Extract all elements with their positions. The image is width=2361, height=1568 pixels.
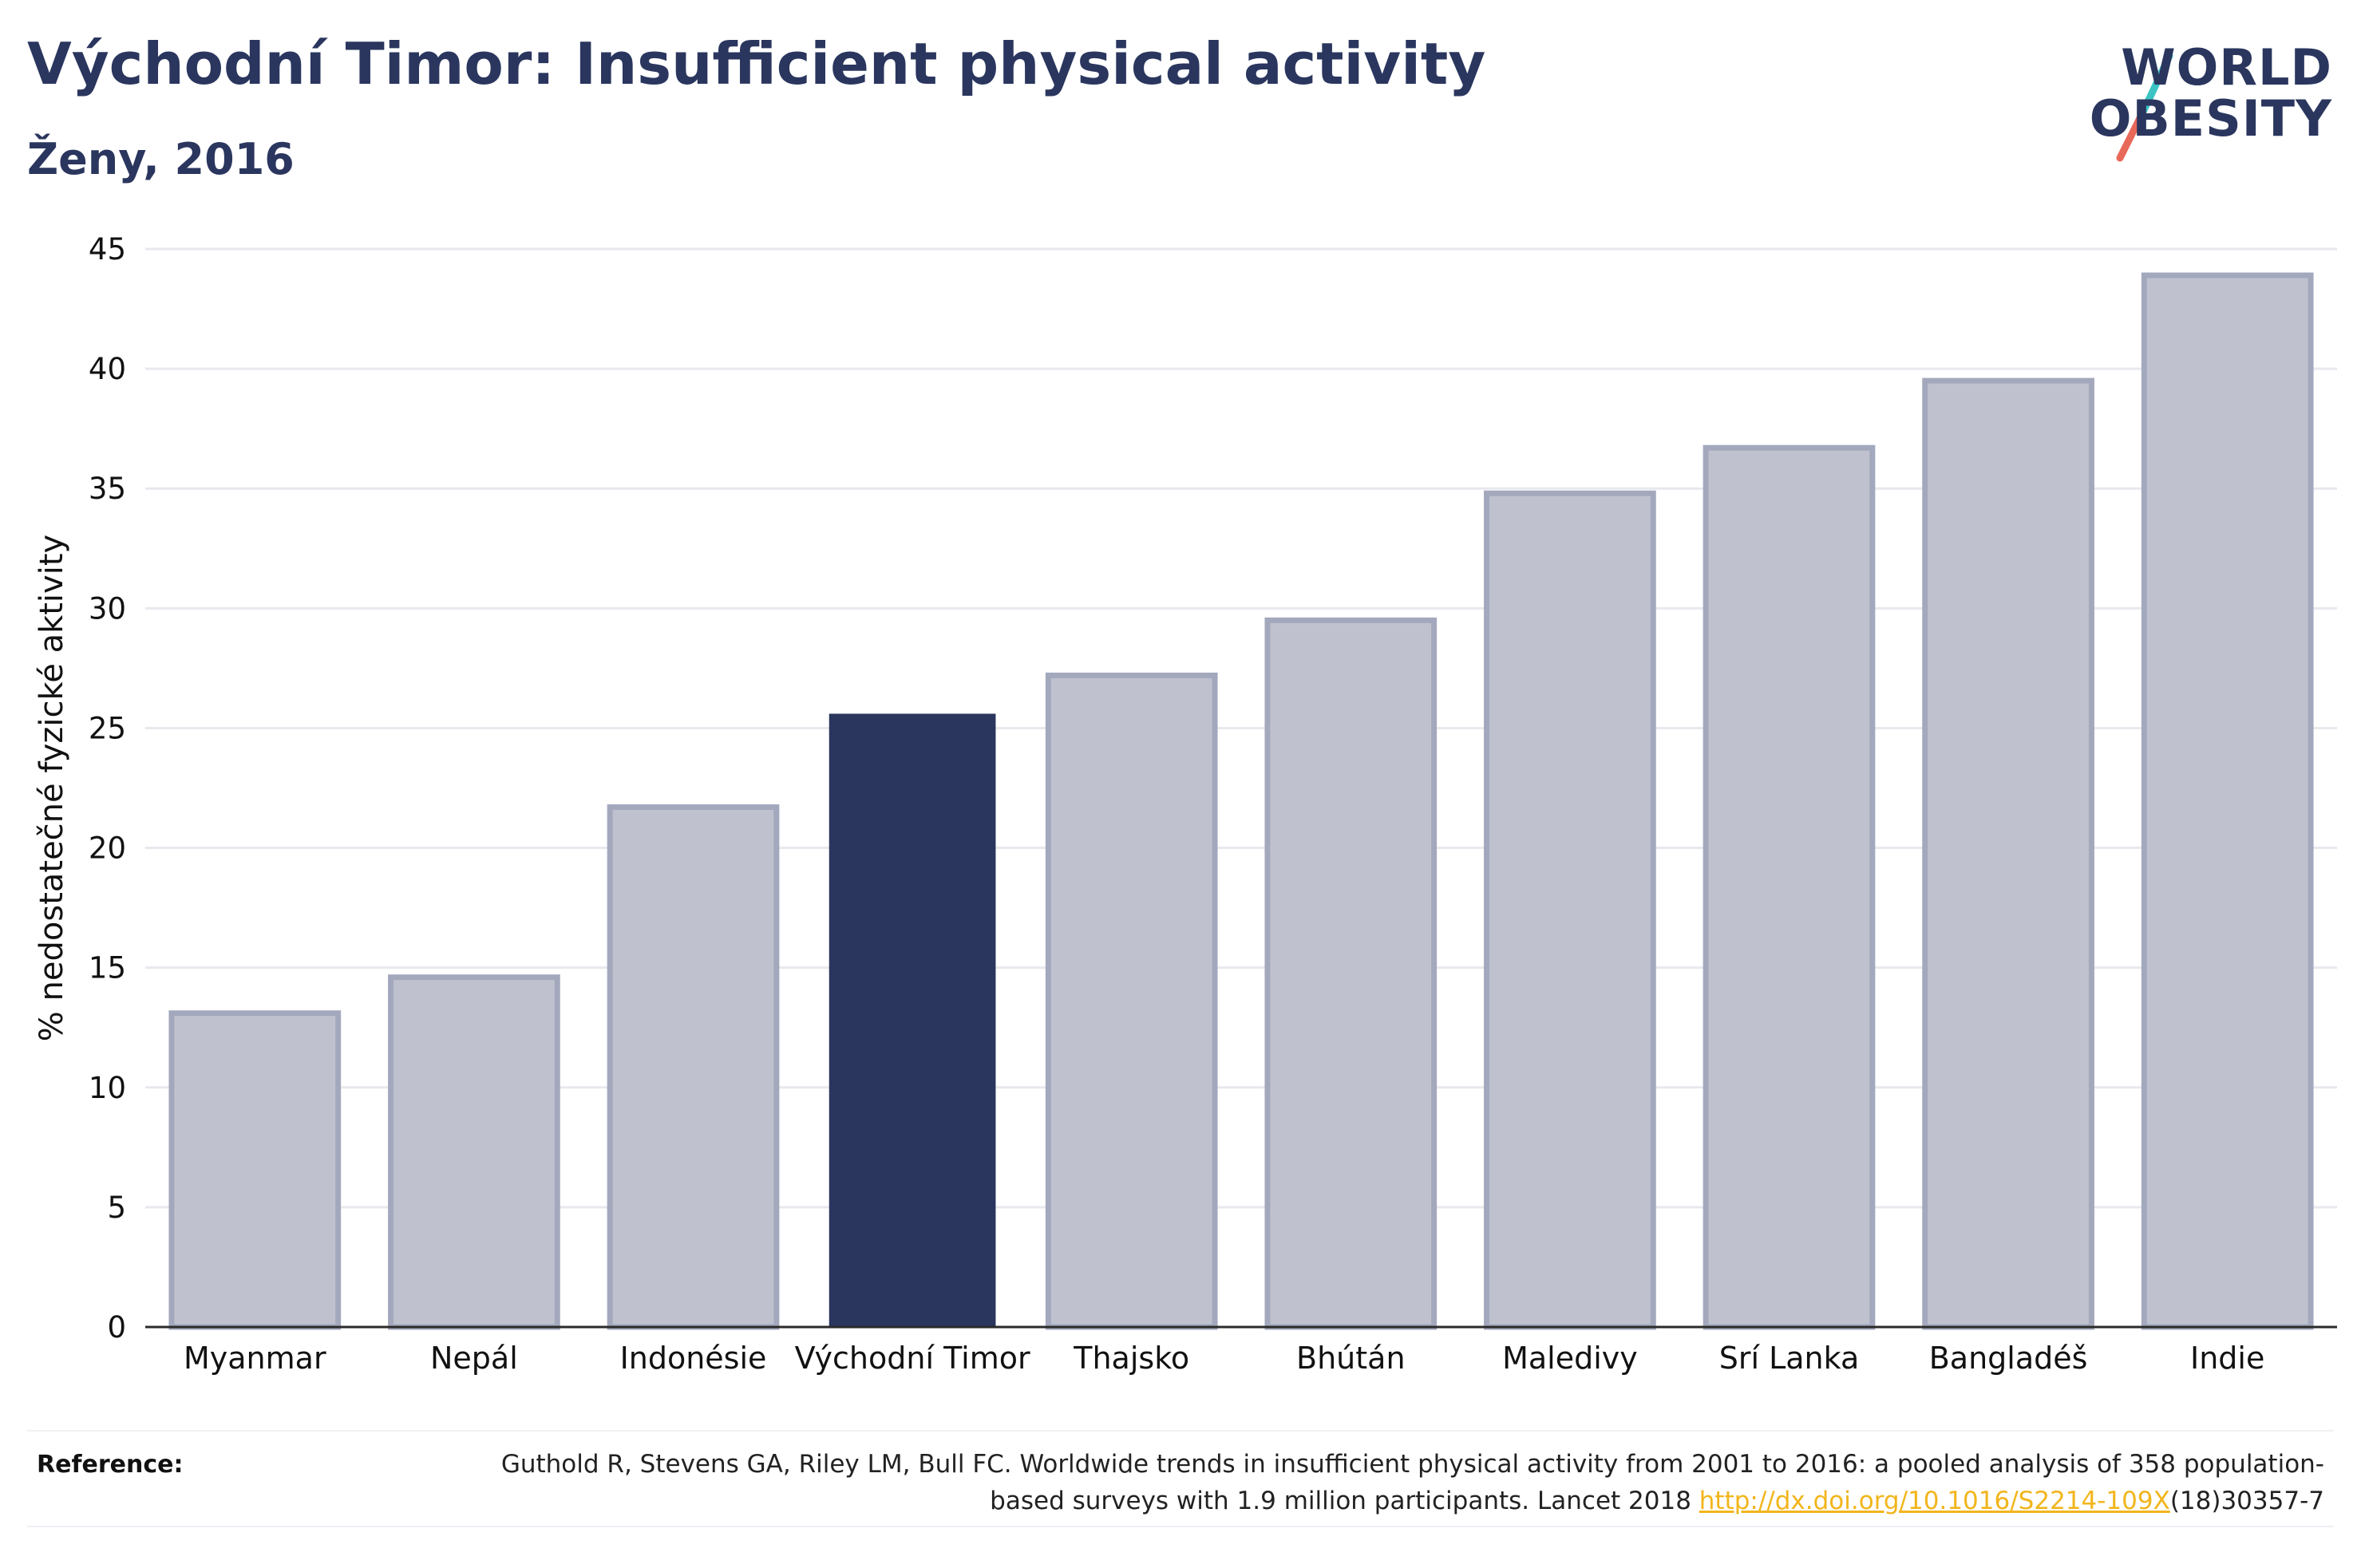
logo-text-line1: WORLD — [2121, 38, 2332, 97]
x-tick-label: Nepál — [430, 1341, 518, 1376]
bar-highlighted — [829, 713, 996, 1327]
y-tick-label: 5 — [107, 1191, 126, 1225]
bar — [607, 804, 780, 1330]
reference-label: Reference: — [37, 1451, 184, 1479]
x-tick-label: Bangladéš — [1929, 1341, 2088, 1376]
y-axis-label: % nedostatečné fyzické aktivity — [34, 535, 70, 1041]
footer-divider-bottom — [27, 1526, 2334, 1527]
bar — [168, 1010, 342, 1330]
bar — [388, 974, 560, 1330]
bars — [168, 272, 2314, 1330]
y-tick-label: 10 — [89, 1071, 126, 1105]
bar — [1264, 617, 1438, 1330]
bar — [1703, 444, 1876, 1330]
reference-text: Guthold R, Stevens GA, Riley LM, Bull FC… — [488, 1446, 2324, 1519]
logo-text-line2: OBESITY — [2089, 89, 2332, 148]
chart-subtitle: Ženy, 2016 — [27, 134, 295, 184]
y-tick-label: 35 — [89, 472, 126, 506]
x-axis-labels: Myanmar Nepál Indonésie Východní Timor Thajs… — [184, 1341, 2264, 1376]
bar — [1045, 672, 1218, 1330]
y-tick-label: 25 — [89, 711, 126, 745]
reference-citation: Guthold R, Stevens GA, Riley LM, Bull FC… — [500, 1450, 2324, 1515]
x-tick-label: Myanmar — [184, 1341, 326, 1376]
world-obesity-logo: WORLD OBESITY — [2075, 32, 2347, 168]
x-tick-label: Maledivy — [1502, 1341, 1638, 1376]
footer-divider-top — [27, 1430, 2334, 1432]
y-tick-label: 20 — [89, 831, 126, 866]
y-tick-label: 30 — [89, 591, 126, 626]
reference-citation-suffix: (18)30357-7 — [2169, 1487, 2324, 1515]
bar-chart: 0 5 10 15 20 25 30 35 40 45 Myanmar Nepál Indonésie… — [34, 232, 2337, 1376]
chart-title: Východní Timor: Insufficient physical ac… — [27, 30, 1486, 97]
bar — [2141, 272, 2314, 1330]
y-tick-label: 0 — [107, 1310, 126, 1345]
bar — [1484, 490, 1656, 1330]
reference-link[interactable]: http://dx.doi.org/10.1016/S2214-109X — [1699, 1487, 2170, 1515]
y-tick-label: 15 — [89, 951, 126, 985]
x-tick-label: Východní Timor — [795, 1341, 1030, 1376]
x-tick-label: Indonésie — [620, 1341, 767, 1376]
bar — [1922, 377, 2094, 1330]
y-axis-ticks: 0 5 10 15 20 25 30 35 40 45 — [89, 232, 126, 1345]
y-tick-label: 45 — [89, 232, 126, 267]
x-tick-label: Thajsko — [1073, 1341, 1189, 1376]
x-tick-label: Indie — [2190, 1341, 2264, 1376]
y-tick-label: 40 — [89, 352, 126, 386]
x-tick-label: Srí Lanka — [1719, 1341, 1860, 1376]
x-tick-label: Bhútán — [1296, 1341, 1406, 1376]
logo-slash-icon — [2116, 52, 2173, 162]
